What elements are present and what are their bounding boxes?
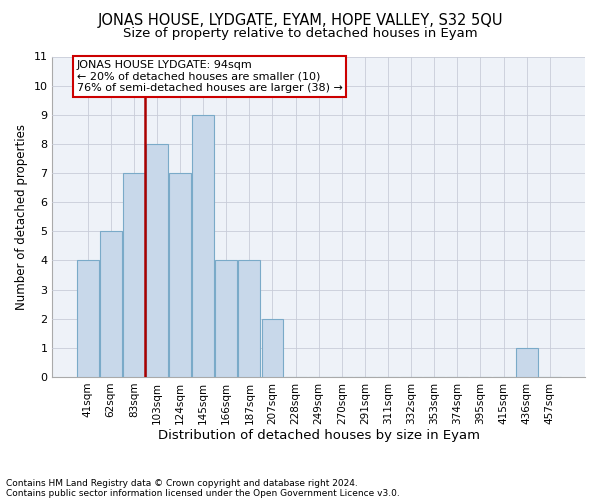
Bar — [516, 348, 538, 377]
Bar — [77, 260, 98, 377]
Bar — [123, 173, 145, 377]
Bar — [238, 260, 260, 377]
Text: Contains public sector information licensed under the Open Government Licence v3: Contains public sector information licen… — [6, 488, 400, 498]
Text: Size of property relative to detached houses in Eyam: Size of property relative to detached ho… — [122, 28, 478, 40]
Bar — [100, 232, 122, 377]
X-axis label: Distribution of detached houses by size in Eyam: Distribution of detached houses by size … — [158, 430, 480, 442]
Text: JONAS HOUSE LYDGATE: 94sqm
← 20% of detached houses are smaller (10)
76% of semi: JONAS HOUSE LYDGATE: 94sqm ← 20% of deta… — [77, 60, 343, 93]
Text: Contains HM Land Registry data © Crown copyright and database right 2024.: Contains HM Land Registry data © Crown c… — [6, 478, 358, 488]
Bar — [169, 173, 191, 377]
Bar — [146, 144, 168, 377]
Text: JONAS HOUSE, LYDGATE, EYAM, HOPE VALLEY, S32 5QU: JONAS HOUSE, LYDGATE, EYAM, HOPE VALLEY,… — [97, 12, 503, 28]
Bar — [192, 115, 214, 377]
Bar — [215, 260, 237, 377]
Bar — [262, 318, 283, 377]
Y-axis label: Number of detached properties: Number of detached properties — [15, 124, 28, 310]
